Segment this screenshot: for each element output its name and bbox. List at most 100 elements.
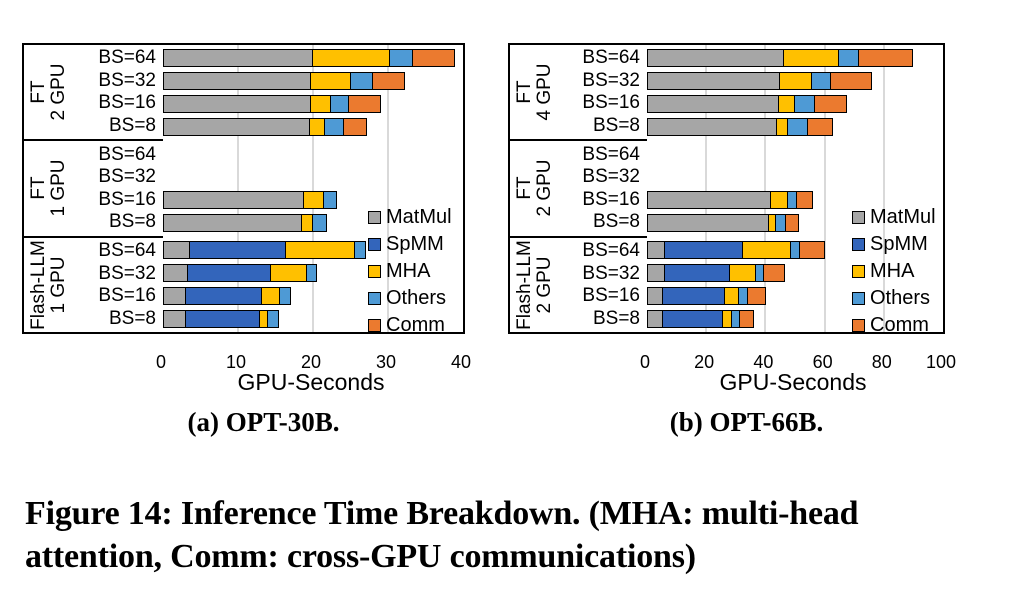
stacked-bar [163, 263, 463, 282]
group-label-line1: FT [514, 176, 535, 201]
legend-swatch-matmul [852, 211, 865, 224]
bar-row [163, 238, 463, 261]
stacked-bar [647, 240, 943, 259]
bar-row [647, 93, 943, 116]
bar-row [647, 143, 943, 166]
bar-segment-comm [807, 118, 834, 137]
stacked-bar [647, 286, 943, 305]
group-label-line2: 4 GPU [534, 63, 555, 121]
category-label: BS=32 [98, 166, 156, 188]
figure-caption-line1: Figure 14: Inference Time Breakdown. (MH… [25, 495, 859, 532]
chart-area: FT 2 GPU BS=64 BS=32 BS=16 BS=8 FT 1 GPU BS=64 BS… [22, 43, 465, 336]
group-label: Flash-LLM 2 GPU [510, 238, 560, 332]
bar-row [647, 189, 943, 212]
stacked-bar [163, 49, 463, 68]
group-label-line1: FT [514, 80, 535, 104]
group-label-line1: FT [28, 80, 49, 104]
legend-label: Others [386, 287, 447, 309]
legend-swatch-others [852, 292, 865, 305]
bar-row [163, 143, 463, 166]
bar-segment-others [278, 286, 291, 305]
stacked-bar [163, 190, 463, 209]
chart-opt-30b: FT 2 GPU BS=64 BS=32 BS=16 BS=8 FT 1 GPU BS=64 BS… [22, 43, 471, 438]
bar-group [647, 45, 943, 141]
bar-group [647, 141, 943, 237]
category-label: BS=8 [592, 211, 640, 233]
bar-segment-matmul [647, 309, 664, 328]
category-group: Flash-LLM 2 GPU BS=64 BS=32 BS=16 BS=8 [510, 238, 647, 332]
legend-swatch-comm [368, 319, 381, 332]
bar-segment-comm [763, 263, 785, 282]
stacked-bar [163, 72, 463, 91]
category-label: BS=8 [108, 211, 156, 233]
bar-segment-comm [830, 72, 872, 91]
bar-row [647, 284, 943, 307]
gridline [823, 45, 826, 332]
bar-row [163, 284, 463, 307]
stacked-bar [647, 95, 943, 114]
bar-segment-spmm [188, 240, 286, 259]
x-axis: 0 20 40 60 80 100 GPU-Seconds [508, 334, 956, 398]
group-label-line2: 2 GPU [534, 256, 555, 314]
row-labels: BS=64 BS=32 BS=16 BS=8 [74, 238, 163, 332]
bar-segment-matmul [163, 286, 187, 305]
bar-segment-spmm [663, 263, 731, 282]
bar-segment-spmm [663, 240, 744, 259]
bar-segment-mha [778, 72, 813, 91]
bar-segment-matmul [647, 95, 780, 114]
bar-segment-comm [799, 240, 826, 259]
legend-label: MatMul [870, 206, 936, 228]
category-label: BS=8 [592, 115, 640, 137]
category-label: BS=8 [108, 115, 156, 137]
category-group: FT 1 GPU BS=64 BS=32 BS=16 BS=8 [24, 141, 163, 238]
legend-swatch-others [368, 292, 381, 305]
bar-segment-matmul [163, 263, 189, 282]
bar-segment-others [330, 95, 349, 114]
category-label: BS=64 [98, 47, 156, 69]
stacked-bar [647, 118, 943, 137]
bar-segment-mha [284, 240, 355, 259]
row-labels: BS=64 BS=32 BS=16 BS=8 [560, 45, 647, 139]
group-label-text: FT 1 GPU [28, 160, 69, 217]
bar-segment-others [837, 49, 860, 68]
bar-segment-others [349, 72, 374, 91]
x-axis-title: GPU-Seconds [719, 369, 867, 395]
category-label: BS=64 [582, 143, 640, 165]
group-label: FT 4 GPU [510, 45, 560, 139]
bar-segment-matmul [647, 49, 785, 68]
legend-item-comm: Comm [852, 312, 936, 339]
bar-row [163, 261, 463, 284]
category-label: BS=16 [582, 188, 640, 210]
bar-segment-mha [770, 190, 789, 209]
legend-label: MHA [386, 260, 431, 282]
group-label-text: FT 4 GPU [514, 63, 555, 121]
bar-segment-spmm [662, 309, 724, 328]
bar-row [163, 166, 463, 189]
legend: MatMul SpMM MHA Others Comm [852, 204, 936, 339]
category-label: BS=32 [582, 262, 640, 284]
stacked-bar [163, 286, 463, 305]
category-label: BS=64 [98, 239, 156, 261]
bar-group [647, 236, 943, 332]
category-label: BS=64 [582, 239, 640, 261]
x-tick-label: 40 [450, 352, 472, 372]
chart-area: FT 4 GPU BS=64 BS=32 BS=16 BS=8 FT 2 GPU BS=64 BS… [508, 43, 945, 336]
gridline [312, 45, 314, 332]
plot-area: MatMul SpMM MHA Others Comm [163, 45, 465, 336]
group-label-text: FT 2 GPU [28, 64, 69, 121]
x-tick-label: 100 [925, 352, 957, 372]
group-label: FT 2 GPU [510, 141, 560, 235]
bar-segment-mha [310, 95, 332, 114]
category-label: BS=8 [108, 307, 156, 329]
legend-swatch-mha [368, 265, 381, 278]
bar-segment-others [786, 118, 809, 137]
bar-segment-spmm [184, 286, 262, 305]
bar-segment-matmul [647, 240, 666, 259]
x-tick-label: 60 [812, 352, 833, 372]
bar-segment-mha [310, 72, 352, 91]
bar-segment-matmul [163, 49, 313, 68]
bar-segment-matmul [647, 190, 772, 209]
legend-swatch-spmm [368, 238, 381, 251]
bar-segment-mha [729, 263, 757, 282]
category-axis-labels: FT 4 GPU BS=64 BS=32 BS=16 BS=8 FT 2 GPU BS=64 BS… [510, 45, 647, 332]
